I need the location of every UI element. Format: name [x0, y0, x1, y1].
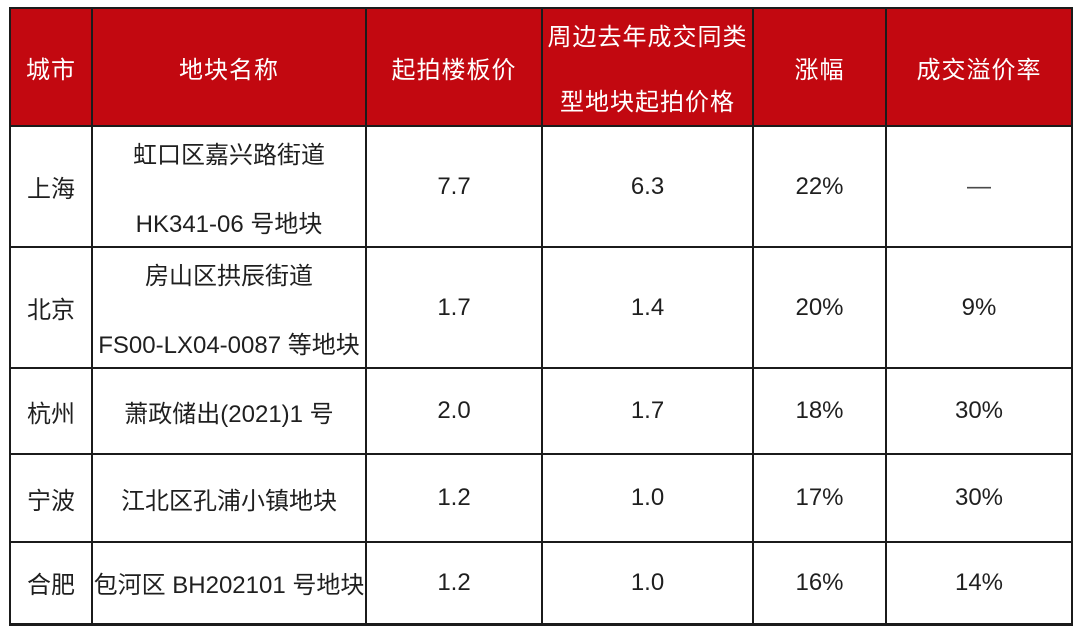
cell-parcel-name-line-1: 萧政储出(2021)1 号 [124, 400, 334, 428]
cell-nearby-last-year-price: 1.0 [541, 541, 754, 625]
col-header-nearby-line-1: 周边去年成交同类 [547, 24, 748, 51]
col-header-premium-rate-label: 成交溢价率 [916, 56, 1042, 84]
cell-parcel-name-line-1: 虹口区嘉兴路街道 [133, 141, 325, 169]
cell-parcel-name: 包河区 BH202101 号地块 [91, 541, 367, 625]
cell-city: 上海 [9, 125, 93, 248]
cell-premium-rate-value: 9% [961, 293, 997, 321]
table-row-beijing: 北京 房山区拱辰街道 FS00-LX04-0087 等地块 1.7 1.4 20… [9, 246, 1073, 369]
cell-parcel-name-line-2: HK341-06 号地块 [135, 210, 323, 238]
col-header-nearby-last-year-price: 周边去年成交同类 型地块起拍价格 [541, 7, 754, 127]
cell-increase-value: 18% [795, 397, 844, 424]
cell-start-floor-price: 1.7 [365, 246, 543, 369]
cell-parcel-name-lines: 房山区拱辰街道 FS00-LX04-0087 等地块 [94, 256, 364, 360]
cell-premium-rate: 14% [885, 541, 1073, 625]
cell-start-floor-price-value: 1.2 [437, 568, 471, 596]
cell-parcel-name: 房山区拱辰街道 FS00-LX04-0087 等地块 [91, 246, 367, 369]
cell-increase: 22% [752, 125, 887, 248]
cell-start-floor-price-value: 1.7 [437, 293, 471, 321]
col-header-increase-label: 涨幅 [794, 56, 845, 84]
cell-city-value: 宁波 [27, 487, 75, 515]
table-row-hangzhou: 杭州 萧政储出(2021)1 号 2.0 1.7 18% 30% [9, 367, 1073, 455]
cell-nearby-last-year-price-value: 1.7 [630, 397, 665, 424]
cell-city: 宁波 [9, 453, 93, 543]
cell-premium-rate-value: 30% [954, 397, 1004, 424]
col-header-nearby-line-2: 型地块起拍价格 [560, 89, 735, 116]
cell-premium-rate: — [885, 125, 1073, 248]
col-header-parcel-name-label: 地块名称 [179, 56, 279, 84]
cell-city: 杭州 [9, 367, 93, 455]
cell-parcel-name-line-1: 包河区 BH202101 号地块 [93, 572, 365, 600]
cell-parcel-name-line-1: 房山区拱辰街道 [145, 262, 313, 290]
cell-nearby-last-year-price: 1.4 [541, 246, 754, 369]
col-header-premium-rate: 成交溢价率 [885, 7, 1073, 127]
cell-nearby-last-year-price: 1.0 [541, 453, 754, 543]
table-row-ningbo: 宁波 江北区孔浦小镇地块 1.2 1.0 17% 30% [9, 453, 1073, 543]
cell-increase-value: 22% [795, 172, 844, 200]
cell-start-floor-price-value: 1.2 [437, 484, 471, 511]
cell-increase-value: 20% [795, 293, 844, 321]
cell-start-floor-price: 1.2 [365, 541, 543, 625]
col-header-city: 城市 [9, 7, 93, 127]
cell-nearby-last-year-price-value: 1.0 [630, 568, 665, 596]
table-row-shanghai: 上海 虹口区嘉兴路街道 HK341-06 号地块 7.7 6.3 22% [9, 125, 1073, 248]
cell-increase: 18% [752, 367, 887, 455]
header-row: 城市 地块名称 起拍楼板价 周边去年成交同类 型地块起拍价格 涨幅 [9, 7, 1073, 127]
cell-parcel-name-lines: 虹口区嘉兴路街道 HK341-06 号地块 [94, 135, 364, 239]
cell-premium-rate: 30% [885, 367, 1073, 455]
cell-start-floor-price: 7.7 [365, 125, 543, 248]
cell-increase: 17% [752, 453, 887, 543]
cell-city: 合肥 [9, 541, 93, 625]
cell-premium-rate-value: — [967, 172, 991, 200]
cell-parcel-name: 萧政储出(2021)1 号 [91, 367, 367, 455]
cell-increase: 20% [752, 246, 887, 369]
cell-city-value: 杭州 [27, 400, 75, 428]
cell-increase-value: 16% [795, 568, 844, 596]
cell-increase: 16% [752, 541, 887, 625]
col-header-start-floor-price: 起拍楼板价 [365, 7, 543, 127]
cell-city-value: 上海 [27, 176, 75, 203]
cell-premium-rate: 9% [885, 246, 1073, 369]
cell-premium-rate-value: 30% [954, 484, 1004, 511]
table-row-hefei: 合肥 包河区 BH202101 号地块 1.2 1.0 16% 14% [9, 541, 1073, 625]
cell-premium-rate-value: 14% [954, 568, 1004, 596]
cell-city-value: 北京 [27, 297, 75, 324]
cell-nearby-last-year-price-value: 6.3 [630, 172, 665, 200]
cell-start-floor-price-value: 7.7 [437, 172, 471, 200]
cell-nearby-last-year-price: 6.3 [541, 125, 754, 248]
cell-premium-rate: 30% [885, 453, 1073, 543]
cell-parcel-name-line-1: 江北区孔浦小镇地块 [121, 487, 337, 515]
col-header-increase: 涨幅 [752, 7, 887, 127]
cell-increase-value: 17% [795, 484, 844, 511]
cell-nearby-last-year-price: 1.7 [541, 367, 754, 455]
col-header-city-label: 城市 [26, 56, 76, 84]
cell-nearby-last-year-price-value: 1.0 [630, 484, 665, 511]
cell-parcel-name: 江北区孔浦小镇地块 [91, 453, 367, 543]
cell-city-value: 合肥 [27, 572, 75, 600]
cell-parcel-name-line-2: FS00-LX04-0087 等地块 [98, 331, 360, 359]
cell-start-floor-price-value: 2.0 [437, 397, 471, 424]
cell-parcel-name: 虹口区嘉兴路街道 HK341-06 号地块 [91, 125, 367, 248]
col-header-nearby-last-year-price-lines: 周边去年成交同类 型地块起拍价格 [544, 17, 751, 117]
cell-nearby-last-year-price-value: 1.4 [630, 293, 665, 321]
col-header-parcel-name: 地块名称 [91, 7, 367, 127]
cell-start-floor-price: 1.2 [365, 453, 543, 543]
cell-city: 北京 [9, 246, 93, 369]
col-header-start-floor-price-label: 起拍楼板价 [391, 56, 517, 84]
land-auction-table: 城市 地块名称 起拍楼板价 周边去年成交同类 型地块起拍价格 涨幅 [9, 7, 1073, 626]
cell-start-floor-price: 2.0 [365, 367, 543, 455]
